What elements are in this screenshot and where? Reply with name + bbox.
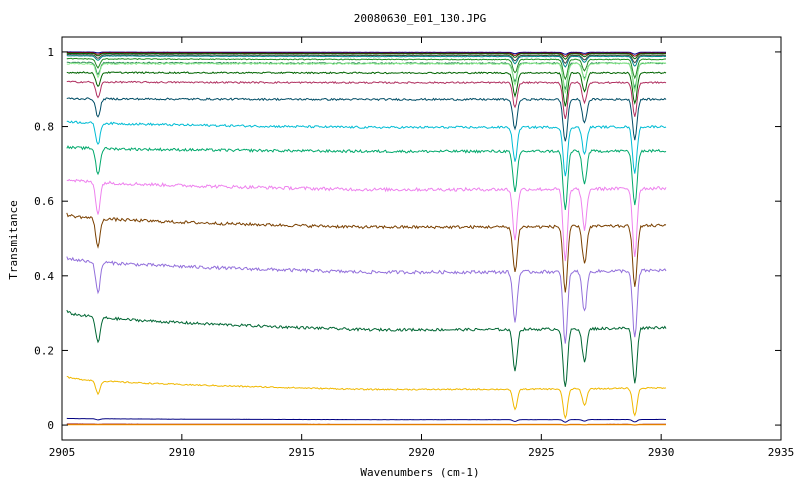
x-tick-label: 2920 [408,446,435,459]
series-line [66,52,667,60]
y-axis-label: Transmitance [7,200,20,279]
series-line [66,80,667,120]
series-line [66,61,667,91]
series-line [66,55,667,68]
y-tick-label: 0.8 [34,121,54,134]
series-line [66,57,666,81]
y-tick-label: 0.4 [34,270,54,283]
x-tick-label: 2925 [528,446,555,459]
series-line [66,52,667,57]
y-tick-label: 0.2 [34,344,54,357]
series-line [66,212,667,293]
plot-frame [61,36,782,441]
x-tick-label: 2910 [169,446,196,459]
series-line [66,51,666,55]
series-line [66,53,666,64]
x-axis-label: Wavenumbers (cm-1) [360,466,479,479]
series-line [66,120,667,177]
series-line [66,309,667,387]
series-line [66,256,667,344]
series-line [66,178,667,262]
series-line [66,145,667,210]
chart-title: 20080630_E01_130.JPG [354,12,486,25]
ticks-layer: 2905 2910 2915 2920 2925 2930 2935 0 0.2 0.4 0.6 0.… [34,37,794,459]
series-line [66,375,667,420]
series-line [66,417,666,423]
series-line [66,61,667,95]
y-tick-label: 1 [47,46,54,59]
series-line [66,97,667,142]
x-tick-label: 2930 [648,446,675,459]
x-tick-label: 2935 [768,446,795,459]
y-tick-label: 0 [47,419,54,432]
y-tick-label: 0.6 [34,195,54,208]
x-tick-label: 2905 [49,446,76,459]
series-line [66,71,667,107]
x-tick-label: 2915 [288,446,315,459]
series-layer [66,51,667,426]
